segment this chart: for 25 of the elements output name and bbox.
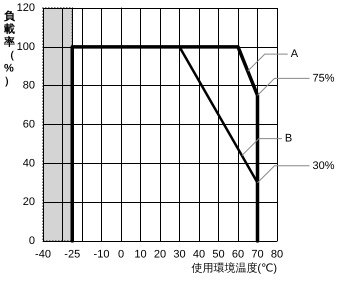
y-axis-title: 負載率（%）	[3, 10, 16, 88]
x-tick-label: 30	[173, 248, 186, 260]
x-tick-label: 10	[134, 248, 147, 260]
y-tick-label: 20	[22, 196, 35, 208]
x-tick-label: 70	[251, 248, 264, 260]
annotation: 75%	[312, 72, 335, 84]
x-tick-label: 80	[270, 248, 284, 260]
y-tick-label: 120	[16, 2, 35, 14]
x-tick-label: 20	[154, 248, 166, 260]
x-tick-label: -25	[64, 248, 80, 260]
text: B	[284, 132, 292, 145]
x-tick-label: 60	[232, 248, 244, 260]
y-tick-label: 0	[28, 235, 35, 247]
x-axis-title: 使用環境温度(℃)	[191, 262, 277, 274]
y-tick-label: 100	[16, 40, 35, 53]
x-tick-label: 40	[192, 248, 206, 260]
y-tick-label: 40	[22, 157, 35, 170]
x-tick-label: -10	[94, 248, 110, 260]
y-tick-label: 80	[22, 80, 35, 92]
x-tick-label: 50	[212, 248, 225, 260]
x-tick-label: 0	[118, 248, 124, 260]
text: A	[290, 48, 299, 60]
y-tick-label: 60	[22, 118, 35, 130]
annotation: 30%	[312, 160, 335, 172]
x-tick-label: -40	[35, 248, 51, 260]
